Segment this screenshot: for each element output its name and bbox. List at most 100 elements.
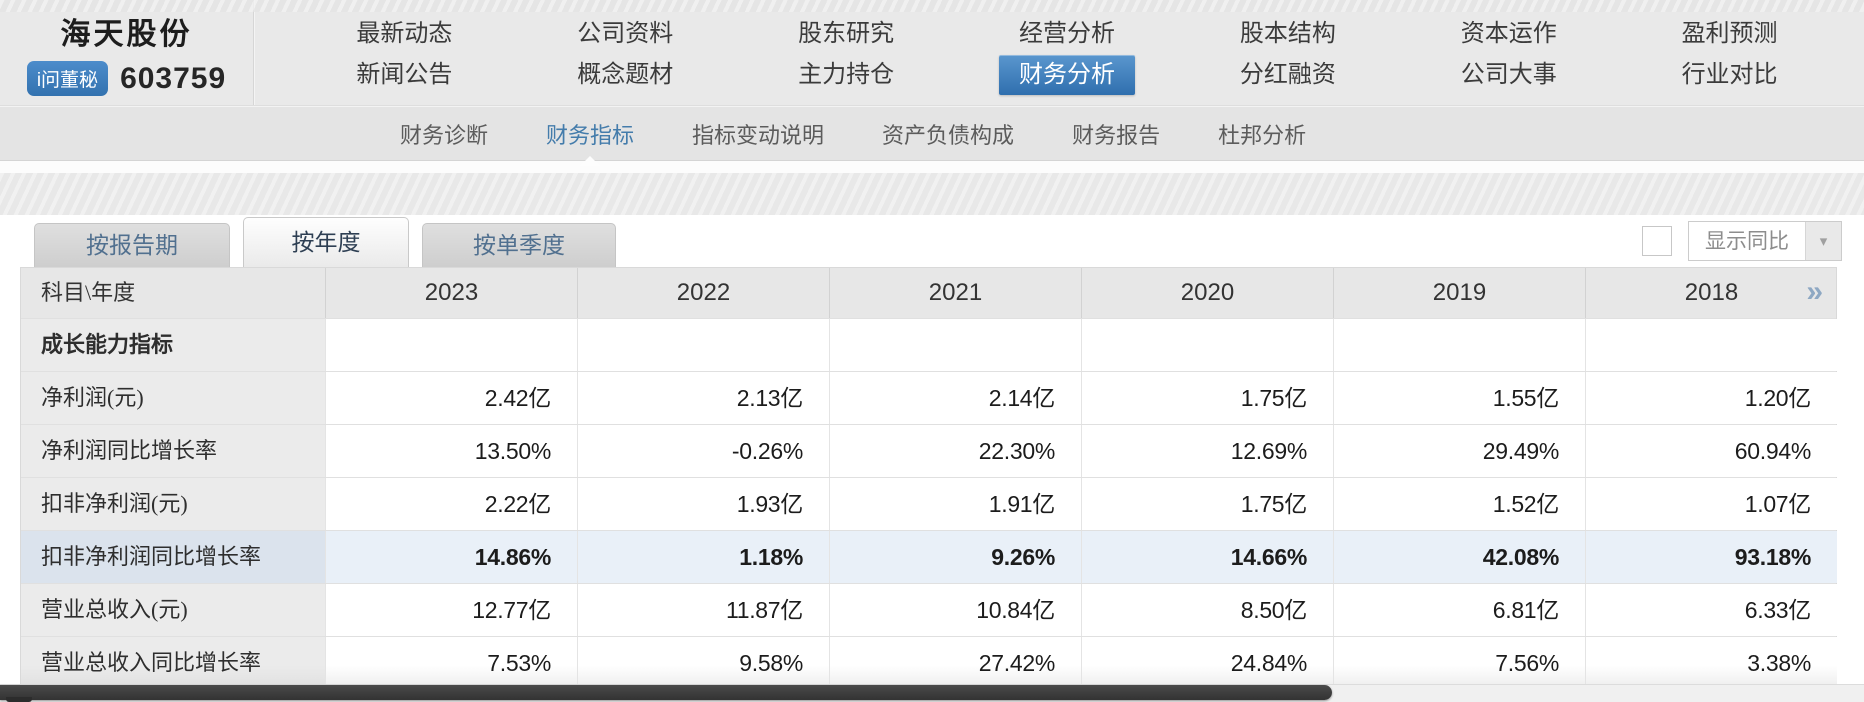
nav-operation-analysis[interactable]: 经营分析	[1018, 21, 1115, 47]
tab-by-report-period[interactable]: 按报告期	[34, 223, 230, 267]
tab-by-quarter[interactable]: 按单季度	[422, 223, 616, 267]
row-label-non-gaap-net-profit: 扣非净利润(元)	[21, 478, 325, 530]
cell	[325, 319, 577, 371]
financial-indicators-table: 科目\年度 2023 2022 2021 2020 2019 2018 » 成长…	[20, 267, 1837, 689]
cell: 2.22亿	[325, 478, 577, 530]
subnav-financial-reports[interactable]: 财务报告	[1072, 122, 1161, 148]
subnav-financial-indicators[interactable]: 财务指标	[546, 118, 634, 166]
nav-company-profile[interactable]: 公司资料	[577, 21, 674, 47]
cell: 7.53%	[325, 637, 577, 689]
table-row: 净利润(元) 2.42亿 2.13亿 2.14亿 1.75亿 1.55亿 1.2…	[21, 371, 1837, 424]
year-header-2018: 2018 »	[1585, 268, 1837, 318]
cell: 24.84%	[1081, 637, 1333, 689]
top-header: 海天股份 i问董秘 603759 最新动态 新闻公告 公司资料 概念题材 股东研…	[0, 0, 1864, 106]
horizontal-scrollbar-thumb[interactable]	[0, 685, 1332, 700]
nav-main-holdings[interactable]: 主力持仓	[798, 62, 895, 88]
row-label-total-revenue: 营业总收入(元)	[21, 584, 325, 636]
cell	[577, 319, 829, 371]
nav-profit-forecast[interactable]: 盈利预测	[1681, 21, 1778, 47]
nav-dividend-financing[interactable]: 分红融资	[1239, 62, 1336, 88]
nav-capital-operation[interactable]: 资本运作	[1460, 21, 1557, 47]
table-header-row: 科目\年度 2023 2022 2021 2020 2019 2018 »	[21, 268, 1836, 318]
nav-col-3: 股东研究 主力持仓	[736, 14, 957, 95]
table-row: 营业总收入同比增长率 7.53% 9.58% 27.42% 24.84% 7.5…	[21, 636, 1837, 689]
cell: 29.49%	[1333, 425, 1585, 477]
cell: 1.93亿	[577, 478, 829, 530]
cell: 42.08%	[1333, 531, 1585, 583]
year-header-2019: 2019	[1333, 268, 1585, 318]
cell: 9.58%	[577, 637, 829, 689]
cell: 2.42亿	[325, 372, 577, 424]
show-yoy-dropdown-label: 显示同比	[1705, 229, 1789, 253]
nav-col-1: 最新动态 新闻公告	[294, 14, 515, 95]
table-row: 净利润同比增长率 13.50% -0.26% 22.30% 12.69% 29.…	[21, 424, 1837, 477]
year-header-2020: 2020	[1081, 268, 1333, 318]
cell: 93.18%	[1585, 531, 1837, 583]
year-header-2022: 2022	[577, 268, 829, 318]
year-header-2023: 2023	[325, 268, 577, 318]
nav-latest-news[interactable]: 最新动态	[356, 21, 453, 47]
show-yoy-dropdown[interactable]: 显示同比 ▾	[1688, 221, 1842, 261]
double-chevron-right-icon[interactable]: »	[1806, 275, 1823, 308]
table-corner-header: 科目\年度	[41, 280, 136, 305]
row-label-non-gaap-net-profit-yoy: 扣非净利润同比增长率	[21, 531, 325, 583]
subnav-dupont-analysis[interactable]: 杜邦分析	[1218, 122, 1307, 148]
nav-financial-analysis[interactable]: 财务分析	[998, 55, 1135, 95]
nav-col-5: 股本结构 分红融资	[1177, 14, 1398, 95]
cell: 14.66%	[1081, 531, 1333, 583]
striped-background-band	[0, 173, 1864, 215]
period-tabs-row: 按报告期 按年度 按单季度 显示同比 ▾	[0, 215, 1864, 267]
cell: 12.69%	[1081, 425, 1333, 477]
year-header-2018-label: 2018	[1684, 279, 1739, 306]
cell: 13.50%	[325, 425, 577, 477]
cell: 14.86%	[325, 531, 577, 583]
cell: 1.20亿	[1585, 372, 1837, 424]
subnav-balance-sheet-structure[interactable]: 资产负债构成	[882, 122, 1015, 148]
tab-by-year[interactable]: 按年度	[243, 217, 409, 267]
cell: 1.55亿	[1333, 372, 1585, 424]
row-label-net-profit-yoy: 净利润同比增长率	[21, 425, 325, 477]
table-row: 营业总收入(元) 12.77亿 11.87亿 10.84亿 8.50亿 6.81…	[21, 583, 1837, 636]
nav-col-2: 公司资料 概念题材	[515, 14, 736, 95]
table-controls: 显示同比 ▾	[1642, 221, 1842, 261]
cell: 12.77亿	[325, 584, 577, 636]
row-label-growth-section: 成长能力指标	[21, 319, 325, 371]
cell: 1.52亿	[1333, 478, 1585, 530]
nav-announcements[interactable]: 新闻公告	[356, 62, 453, 88]
cell	[1333, 319, 1585, 371]
nav-company-events[interactable]: 公司大事	[1460, 62, 1557, 88]
cell	[1081, 319, 1333, 371]
company-block: 海天股份 i问董秘 603759	[0, 0, 254, 105]
cell: 2.13亿	[577, 372, 829, 424]
nav-equity-structure[interactable]: 股本结构	[1239, 21, 1336, 47]
nav-col-7: 盈利预测 行业对比	[1619, 14, 1840, 95]
table-row: 成长能力指标	[21, 318, 1837, 371]
row-label-net-profit: 净利润(元)	[21, 372, 325, 424]
cell	[1585, 319, 1837, 371]
cell	[829, 319, 1081, 371]
subnav-financial-diagnosis[interactable]: 财务诊断	[400, 122, 489, 148]
company-name: 海天股份	[60, 18, 193, 51]
nav-industry-comparison[interactable]: 行业对比	[1681, 62, 1778, 88]
ask-secretary-badge[interactable]: i问董秘	[26, 61, 109, 96]
show-yoy-checkbox[interactable]	[1642, 226, 1672, 256]
scrollbar-left-nub	[6, 697, 32, 702]
divider-strip	[0, 161, 1864, 173]
table-row-highlighted: 扣非净利润同比增长率 14.86% 1.18% 9.26% 14.66% 42.…	[21, 530, 1837, 583]
cell: 1.75亿	[1081, 372, 1333, 424]
nav-concept-themes[interactable]: 概念题材	[577, 62, 674, 88]
cell: 1.18%	[577, 531, 829, 583]
table-body: 成长能力指标 净利润(元) 2.42亿 2.13亿 2.14亿 1.75亿 1.…	[21, 318, 1837, 689]
cell: -0.26%	[577, 425, 829, 477]
cell: 60.94%	[1585, 425, 1837, 477]
nav-shareholder-research[interactable]: 股东研究	[798, 21, 895, 47]
cell: 1.75亿	[1081, 478, 1333, 530]
cell: 1.91亿	[829, 478, 1081, 530]
cell: 8.50亿	[1081, 584, 1333, 636]
cell: 9.26%	[829, 531, 1081, 583]
chevron-down-icon[interactable]: ▾	[1805, 222, 1841, 260]
subnav-indicator-changes[interactable]: 指标变动说明	[692, 122, 825, 148]
horizontal-scrollbar-track[interactable]	[0, 684, 1864, 702]
row-label-total-revenue-yoy: 营业总收入同比增长率	[21, 637, 325, 689]
nav-col-4: 经营分析 财务分析	[957, 14, 1178, 95]
